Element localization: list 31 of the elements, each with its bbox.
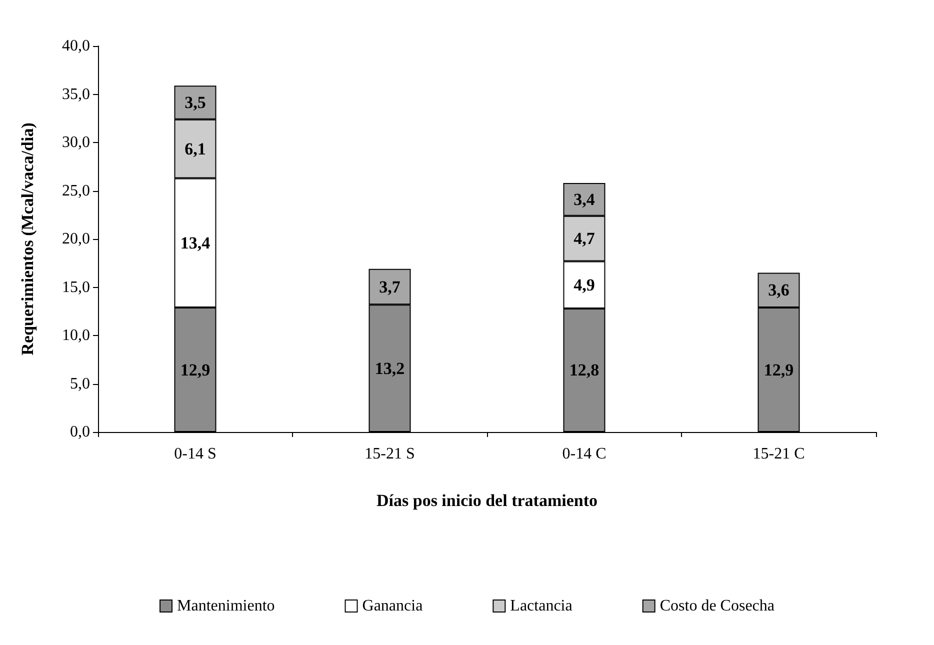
data-label: 12,8 [569, 360, 600, 380]
x-tick-label: 15-21 C [752, 446, 805, 462]
y-tick-label: 35,0 [62, 86, 90, 103]
data-label: 3,4 [574, 190, 596, 209]
data-label: 13,4 [180, 233, 211, 252]
x-tick-label: 15-21 S [364, 446, 415, 462]
y-axis-title: Requerimientos (Mcal/vaca/dia) [18, 122, 37, 356]
data-label: 3,5 [184, 92, 206, 112]
y-tick-label: 10,0 [62, 327, 90, 344]
data-label: 6,1 [184, 139, 206, 158]
data-label: 3,7 [379, 277, 401, 296]
y-tick-label: 0,0 [70, 424, 90, 440]
data-label: 4,7 [574, 229, 596, 248]
y-tick-label: 20,0 [62, 230, 90, 248]
y-tick-label: 40,0 [62, 38, 90, 54]
data-label: 13,2 [374, 358, 405, 378]
y-tick-label: 25,0 [62, 182, 90, 200]
data-label: 3,6 [768, 280, 790, 300]
legend-label: Ganancia [362, 598, 423, 614]
data-label: 12,9 [764, 360, 794, 380]
legend-label: Lactancia [510, 598, 572, 614]
y-tick-label: 15,0 [62, 278, 90, 296]
x-tick-label: 0-14 C [562, 446, 606, 462]
data-label: 4,9 [574, 275, 595, 294]
y-tick-label: 5,0 [70, 375, 90, 392]
x-axis-title: Días pos inicio del tratamiento [376, 491, 598, 510]
data-label: 12,9 [180, 360, 210, 380]
y-tick-label: 30,0 [62, 134, 90, 151]
legend-label: Mantenimiento [177, 598, 275, 614]
x-tick-label: 0-14 S [174, 446, 216, 462]
legend-label: Costo de Cosecha [660, 598, 774, 614]
